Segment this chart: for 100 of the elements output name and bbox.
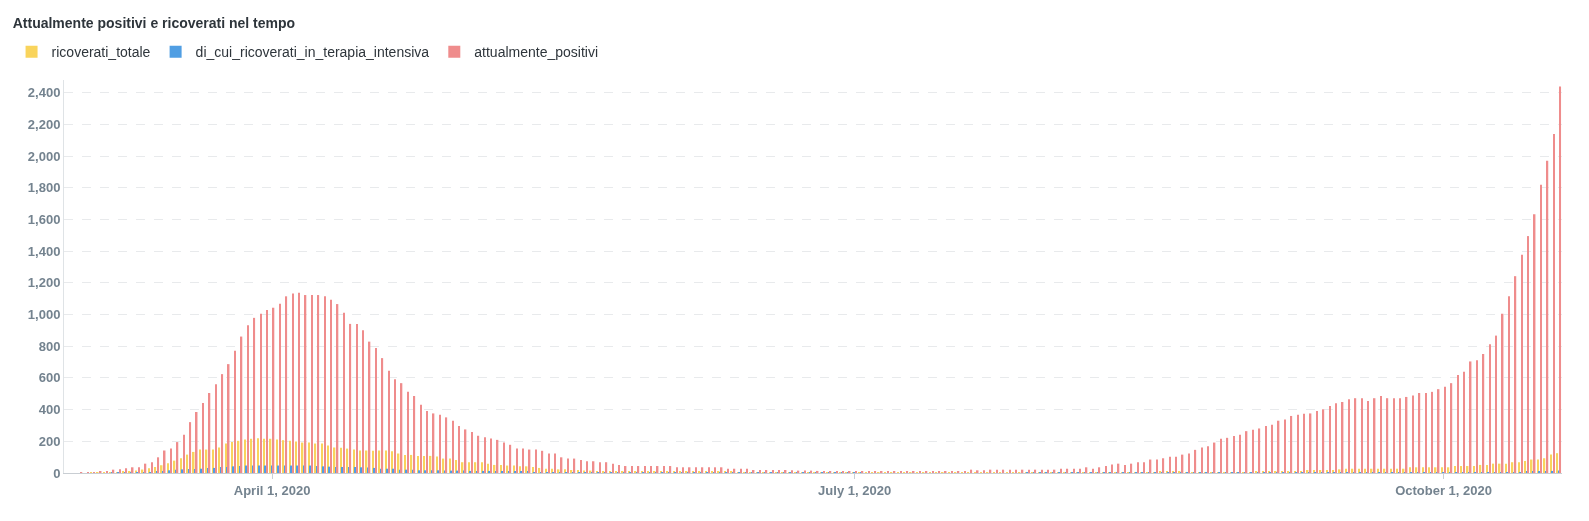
x-tick-label: July 1, 2020	[818, 482, 892, 498]
bar	[1489, 344, 1491, 473]
bar	[1354, 398, 1357, 473]
bar	[474, 462, 477, 473]
y-tick-label: 2,200	[27, 116, 61, 132]
bar	[535, 449, 537, 473]
bar	[1162, 458, 1165, 473]
bar	[1399, 398, 1401, 473]
bar	[449, 458, 451, 473]
bar	[682, 467, 685, 473]
bar	[471, 432, 473, 473]
y-tick-label: 400	[38, 402, 61, 418]
bar	[1511, 462, 1514, 473]
legend-label: ricoverati_totale	[51, 44, 151, 61]
bar	[266, 310, 268, 473]
y-tick-label: 1,400	[27, 243, 61, 259]
bar	[324, 296, 326, 473]
bar	[1428, 467, 1431, 473]
bar	[1220, 438, 1222, 473]
bar	[311, 295, 313, 473]
bar	[1556, 453, 1559, 473]
bar	[410, 454, 413, 473]
bar	[516, 448, 518, 473]
bar	[1111, 464, 1113, 473]
bar	[1550, 454, 1552, 473]
bar	[490, 438, 492, 473]
y-tick-label: 1,600	[27, 212, 61, 227]
y-tick-label: 1,800	[27, 180, 61, 196]
bar	[234, 350, 236, 473]
bar	[168, 470, 171, 473]
bar	[714, 467, 717, 473]
bar	[314, 443, 317, 473]
bar	[482, 470, 485, 473]
bar	[1226, 437, 1229, 473]
bar	[1486, 464, 1488, 473]
bar	[1524, 460, 1527, 473]
bar	[213, 467, 216, 473]
y-tick-label: 1,000	[27, 307, 61, 323]
bar	[1454, 466, 1456, 473]
bar	[573, 458, 576, 473]
bar	[1422, 467, 1424, 473]
bar	[285, 296, 288, 473]
bar	[1169, 456, 1171, 473]
legend-label: attualmente_positivi	[474, 44, 599, 61]
bar	[1335, 403, 1337, 473]
bar	[599, 462, 601, 473]
bar	[170, 448, 172, 473]
y-tick-label: 800	[38, 338, 61, 354]
bar	[477, 435, 480, 473]
bar	[1156, 459, 1158, 473]
bar	[442, 458, 445, 473]
bar	[1473, 466, 1475, 473]
bar	[1553, 133, 1555, 473]
bar	[426, 411, 428, 473]
bar	[452, 420, 454, 473]
bar	[618, 464, 620, 473]
bar	[1258, 428, 1261, 473]
bar	[354, 466, 357, 473]
y-tick-label: 1,200	[27, 275, 61, 291]
bar	[1460, 466, 1463, 473]
y-tick-label: 200	[38, 433, 61, 449]
bar	[290, 465, 293, 473]
bar	[1367, 400, 1369, 473]
bar	[1271, 424, 1273, 473]
bar	[586, 461, 588, 473]
bar	[1386, 398, 1389, 473]
bar	[1098, 467, 1101, 473]
bar	[701, 467, 704, 473]
y-tick-label: 600	[38, 370, 61, 386]
bar	[151, 462, 153, 473]
bar	[1175, 456, 1177, 473]
bar	[1521, 254, 1523, 473]
bar	[341, 466, 344, 473]
bar	[1130, 463, 1133, 473]
bar	[484, 437, 486, 473]
bar	[538, 467, 541, 473]
bar	[1444, 386, 1446, 473]
bar	[1124, 464, 1126, 473]
bar	[373, 467, 376, 473]
bar	[1540, 184, 1542, 473]
bar	[388, 370, 390, 473]
bar	[1143, 462, 1145, 473]
bar	[1303, 413, 1305, 473]
bar	[215, 384, 217, 473]
bar	[260, 313, 262, 473]
bar	[1322, 409, 1325, 473]
bar	[1233, 436, 1235, 473]
bar	[669, 466, 672, 473]
bar	[250, 438, 253, 473]
bar	[522, 448, 524, 473]
bar	[1239, 434, 1241, 473]
bar	[1441, 467, 1443, 473]
chart-title: Attualmente positivi e ricoverati nel tempo	[12, 15, 296, 32]
bar	[362, 330, 364, 473]
y-tick-label: 0	[53, 465, 61, 481]
bar	[1551, 470, 1554, 473]
bar	[1415, 467, 1418, 473]
bar	[1450, 383, 1453, 473]
bar	[330, 299, 332, 473]
bar	[1290, 415, 1293, 473]
